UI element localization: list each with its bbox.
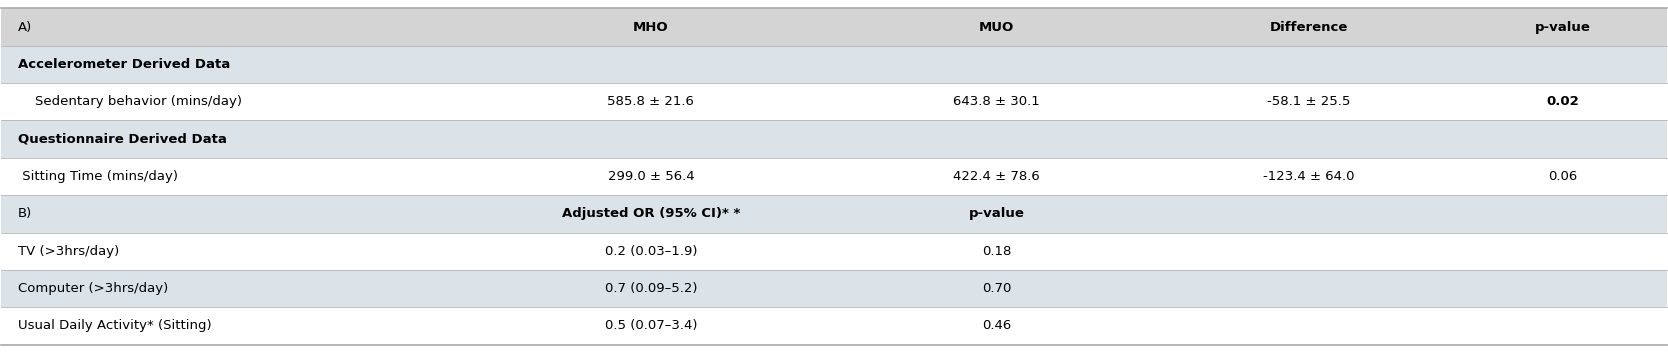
Text: Computer (>3hrs/day): Computer (>3hrs/day) — [18, 282, 168, 295]
Text: 0.7 (0.09–5.2): 0.7 (0.09–5.2) — [604, 282, 697, 295]
Text: 0.2 (0.03–1.9): 0.2 (0.03–1.9) — [604, 245, 697, 258]
Bar — [2, 120, 1666, 158]
Text: Sedentary behavior (mins/day): Sedentary behavior (mins/day) — [18, 95, 242, 108]
Text: Usual Daily Activity* (Sitting): Usual Daily Activity* (Sitting) — [18, 319, 212, 333]
Bar — [2, 195, 1666, 233]
Text: MUO: MUO — [979, 20, 1014, 34]
Text: -58.1 ± 25.5: -58.1 ± 25.5 — [1268, 95, 1351, 108]
Bar — [2, 83, 1666, 120]
Text: 0.70: 0.70 — [982, 282, 1011, 295]
Text: 422.4 ± 78.6: 422.4 ± 78.6 — [952, 170, 1039, 183]
Text: 0.06: 0.06 — [1548, 170, 1578, 183]
Text: 299.0 ± 56.4: 299.0 ± 56.4 — [607, 170, 694, 183]
Text: -123.4 ± 64.0: -123.4 ± 64.0 — [1263, 170, 1354, 183]
Text: 643.8 ± 30.1: 643.8 ± 30.1 — [952, 95, 1039, 108]
Text: A): A) — [18, 20, 32, 34]
Text: p-value: p-value — [969, 207, 1024, 220]
Text: Difference: Difference — [1269, 20, 1348, 34]
Bar — [2, 307, 1666, 345]
Text: 0.46: 0.46 — [982, 319, 1011, 333]
Text: 0.5 (0.07–3.4): 0.5 (0.07–3.4) — [604, 319, 697, 333]
Bar — [2, 158, 1666, 195]
Text: MHO: MHO — [634, 20, 669, 34]
Text: 0.18: 0.18 — [982, 245, 1011, 258]
Text: Questionnaire Derived Data: Questionnaire Derived Data — [18, 133, 227, 146]
Bar — [2, 8, 1666, 46]
Bar — [2, 270, 1666, 307]
Bar — [2, 46, 1666, 83]
Text: Sitting Time (mins/day): Sitting Time (mins/day) — [18, 170, 178, 183]
Text: 0.02: 0.02 — [1546, 95, 1580, 108]
Bar — [2, 233, 1666, 270]
Text: p-value: p-value — [1535, 20, 1591, 34]
Text: Accelerometer Derived Data: Accelerometer Derived Data — [18, 58, 230, 71]
Text: B): B) — [18, 207, 32, 220]
Text: TV (>3hrs/day): TV (>3hrs/day) — [18, 245, 120, 258]
Text: Adjusted OR (95% CI)* *: Adjusted OR (95% CI)* * — [562, 207, 741, 220]
Text: 585.8 ± 21.6: 585.8 ± 21.6 — [607, 95, 694, 108]
